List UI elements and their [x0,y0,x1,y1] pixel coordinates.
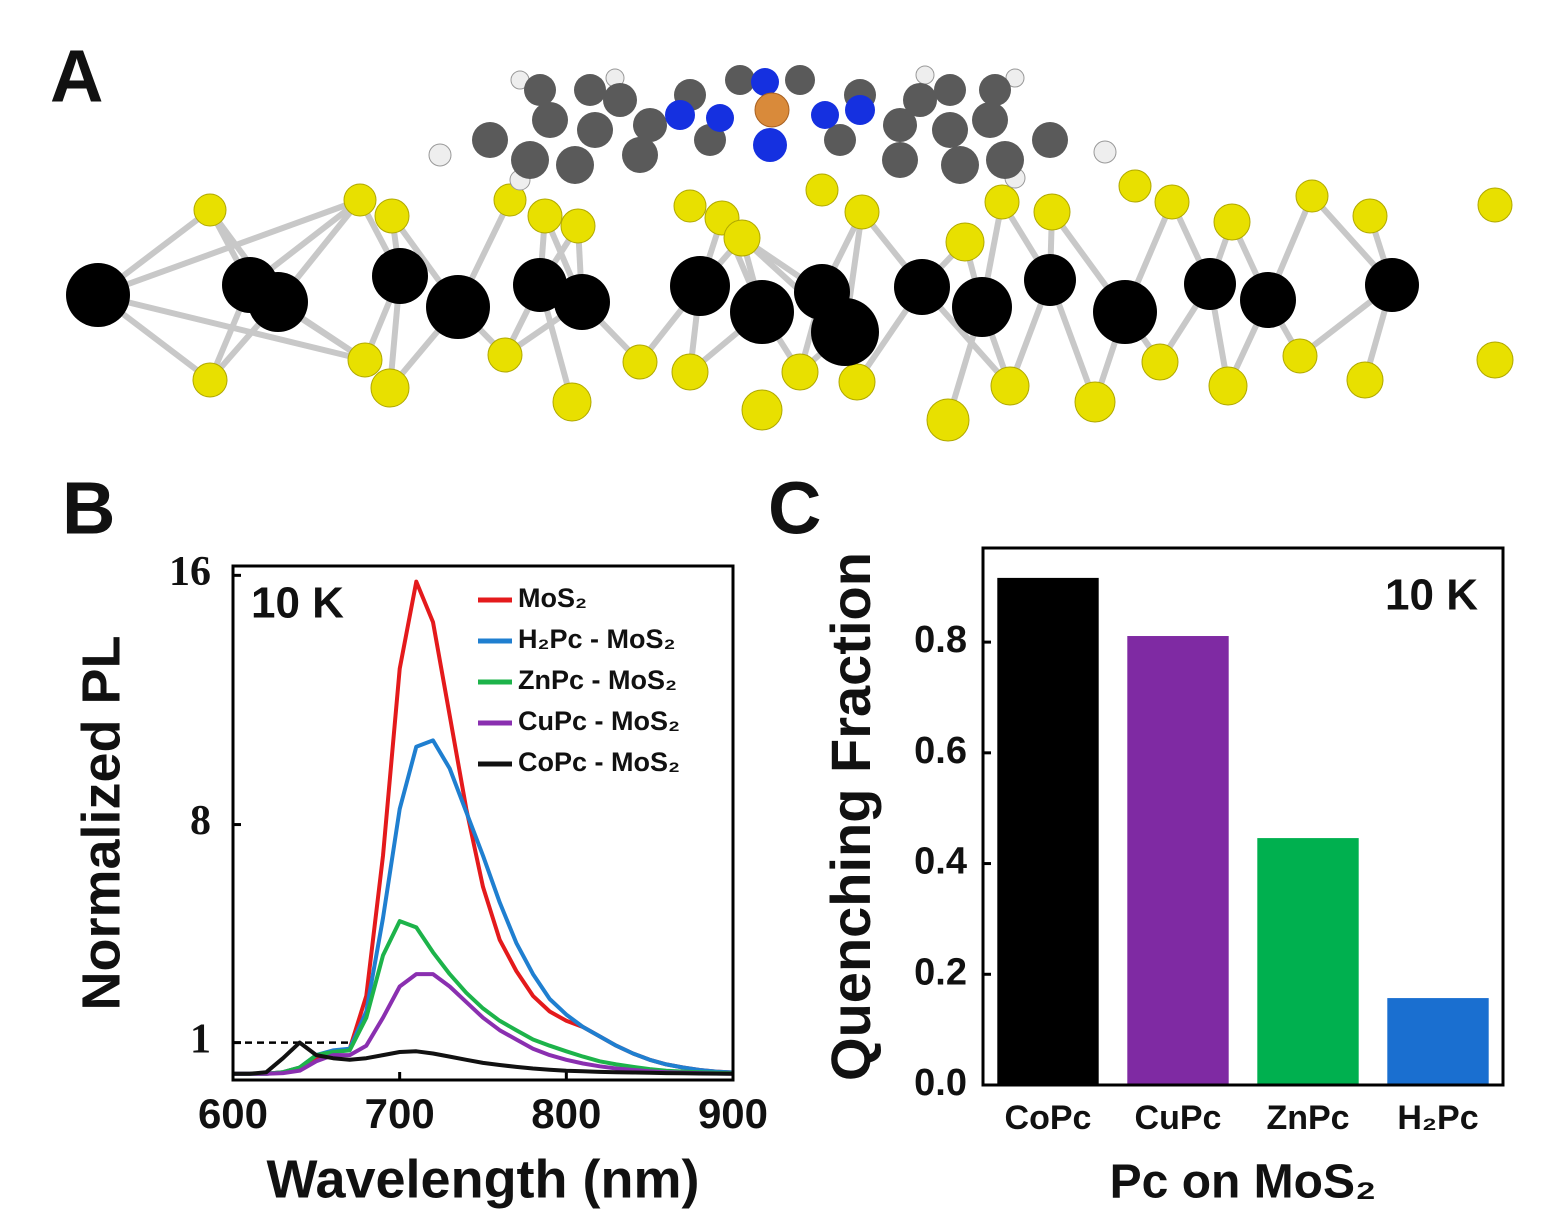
y-tick-label: 8 [190,798,211,844]
y-tick-label: 0.6 [914,730,967,772]
bar [997,577,1099,1085]
x-tick-label: 800 [531,1090,601,1137]
x-tick-label: CoPc [1005,1099,1092,1137]
x-tick-label: H₂Pc [1397,1099,1478,1137]
x-axis-label: Pc on MoS₂ [1110,1156,1377,1209]
legend-label: CuPc - MoS₂ [518,706,680,736]
y-axis-label: Normalized PL [71,635,131,1010]
legend-label: CoPc - MoS₂ [518,747,680,777]
bar [1257,838,1359,1085]
legend-label: MoS₂ [518,583,587,613]
plot-frame [231,564,735,1082]
x-axis-label: Wavelength (nm) [266,1149,699,1209]
y-tick-label: 0.2 [914,951,967,993]
molybdenum [66,248,1419,366]
x-tick-label: 900 [698,1090,768,1137]
x-tick-label: 700 [365,1090,435,1137]
y-tick-label: 0.8 [914,619,967,661]
y-tick-label: 16 [169,549,211,595]
annotation: 10 K [251,579,344,628]
y-tick-label: 1 [190,1016,211,1062]
x-tick-label: CuPc [1135,1099,1222,1137]
series-line [233,738,734,1076]
bar [1127,636,1229,1085]
plot-frame [981,546,1505,1087]
y-tick-label: 0.4 [914,841,967,883]
x-tick-label: ZnPc [1266,1099,1349,1137]
sulfur-top [193,169,1513,262]
x-tick-label: 600 [198,1090,268,1137]
y-tick-label: 0.0 [914,1062,967,1104]
panel-label: A [50,35,103,118]
phthalocyanine [428,65,1117,191]
y-axis-label: Quenching Fraction [819,552,882,1081]
series-line [233,579,734,1076]
series-line [233,1040,734,1076]
sulfur-bottom [192,337,1514,442]
bar [1387,998,1489,1085]
panel-label: C [768,467,821,550]
legend-label: ZnPc - MoS₂ [518,665,677,695]
panel-label: B [62,467,115,550]
legend-label: H₂Pc - MoS₂ [518,624,676,654]
annotation: 10 K [1385,571,1478,620]
mos2-lattice [66,169,1514,442]
